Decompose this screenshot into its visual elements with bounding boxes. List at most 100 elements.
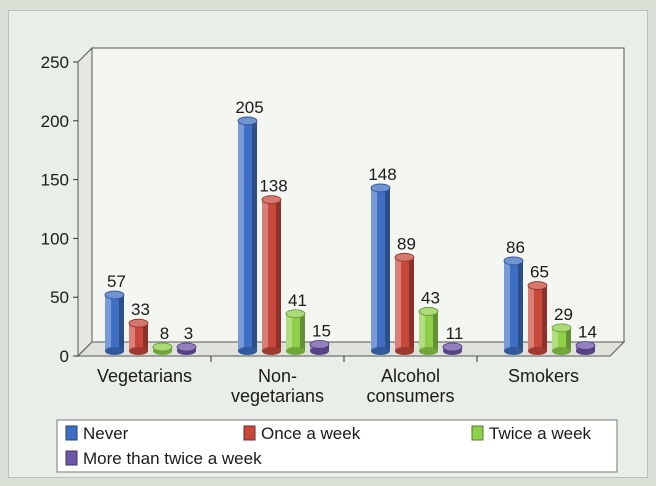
side-wall <box>77 46 93 358</box>
data-label: 41 <box>288 291 307 310</box>
bar-top <box>285 309 306 319</box>
bar-top <box>442 342 463 352</box>
bar <box>370 183 391 355</box>
bar-shadow <box>566 327 571 351</box>
data-label: 205 <box>235 98 263 117</box>
data-label: 65 <box>530 263 549 282</box>
bar-top <box>104 290 125 300</box>
data-label: 89 <box>397 234 416 253</box>
bar-top <box>237 116 258 126</box>
data-label: 3 <box>184 324 193 343</box>
bars <box>104 116 596 355</box>
bar-highlight <box>238 120 244 351</box>
bar <box>418 307 439 355</box>
bar-highlight <box>371 187 377 351</box>
data-label: 57 <box>107 272 126 291</box>
x-tick-label: consumers <box>366 386 454 406</box>
data-label: 43 <box>421 288 440 307</box>
legend-swatch <box>471 425 484 441</box>
legend-swatch <box>65 450 78 466</box>
legend-label: More than twice a week <box>83 449 262 468</box>
y-tick-label: 100 <box>41 229 69 248</box>
bar-shadow <box>143 323 148 351</box>
bar-top <box>261 195 282 205</box>
data-label: 33 <box>131 300 150 319</box>
legend-label: Once a week <box>261 424 361 443</box>
bar <box>551 323 572 355</box>
x-tick-label: Vegetarians <box>97 366 192 386</box>
bar-shadow <box>433 311 438 351</box>
x-tick-label: Smokers <box>508 366 579 386</box>
bar <box>309 339 330 355</box>
bar-base <box>238 347 257 355</box>
bar-shadow <box>542 285 547 351</box>
legend: Never Once a week Twice a week More than tw… <box>56 419 618 473</box>
bar-base <box>371 347 390 355</box>
bar-shadow <box>324 344 329 351</box>
bar <box>575 341 596 355</box>
bar-top <box>152 342 173 352</box>
bar-base <box>310 347 329 355</box>
bar-base <box>262 347 281 355</box>
bar-base <box>504 347 523 355</box>
bar-top <box>503 256 524 266</box>
bar <box>394 252 415 355</box>
bar <box>527 281 548 355</box>
legend-swatch <box>65 425 78 441</box>
axes: 0 50 100 150 200 250 Vegetarians Non-vegetarian… <box>41 46 626 406</box>
data-label: 11 <box>446 324 464 343</box>
legend-label: Never <box>83 424 129 443</box>
bar-base <box>129 347 148 355</box>
bar <box>104 290 125 355</box>
bar-highlight <box>504 260 510 351</box>
data-label: 86 <box>506 238 525 257</box>
bar-highlight <box>552 327 558 351</box>
y-tick-label: 250 <box>41 53 69 72</box>
legend-box <box>56 419 618 473</box>
bar-base <box>395 347 414 355</box>
data-label: 29 <box>554 305 573 324</box>
data-label: 14 <box>578 323 597 342</box>
y-tick-label: 200 <box>41 112 69 131</box>
bar-highlight <box>395 257 401 351</box>
floor <box>76 341 626 357</box>
bar-base <box>552 347 571 355</box>
bar-shadow <box>385 187 390 351</box>
bar-base <box>528 347 547 355</box>
x-tick-label: Alcohol <box>381 366 440 386</box>
y-tick-label: 0 <box>60 347 69 366</box>
bar-shadow <box>252 120 257 351</box>
y-tick-label: 150 <box>41 171 69 190</box>
bar-shadow <box>119 294 124 351</box>
bar-top <box>176 342 197 352</box>
bar-highlight <box>105 294 111 351</box>
bar-top <box>575 341 596 350</box>
bar-shadow <box>300 313 305 351</box>
bar-base <box>105 347 124 355</box>
bar-highlight <box>528 285 534 351</box>
bar <box>442 342 463 355</box>
x-tick-label: Non- <box>258 366 297 386</box>
legend-label: Twice a week <box>489 424 592 443</box>
bar-top <box>128 318 149 328</box>
bar-top <box>418 307 439 316</box>
data-label: 138 <box>259 177 287 196</box>
bar-top <box>309 339 330 349</box>
bar <box>285 309 306 355</box>
bar-shadow <box>276 199 281 351</box>
data-label: 8 <box>160 324 169 343</box>
bar-top <box>551 323 572 333</box>
bar <box>176 342 197 355</box>
bar-shadow <box>518 260 523 351</box>
bar-base <box>419 347 438 355</box>
data-label: 148 <box>368 165 396 184</box>
bar-highlight <box>286 313 292 351</box>
data-labels: 57 33 8 3 205 138 41 15 148 89 43 11 86 65 29 14 <box>107 98 597 343</box>
bar-base <box>286 347 305 355</box>
bar <box>261 195 282 355</box>
bar-shadow <box>409 257 414 351</box>
bar <box>152 342 173 355</box>
bar <box>237 116 258 355</box>
bar <box>128 318 149 355</box>
